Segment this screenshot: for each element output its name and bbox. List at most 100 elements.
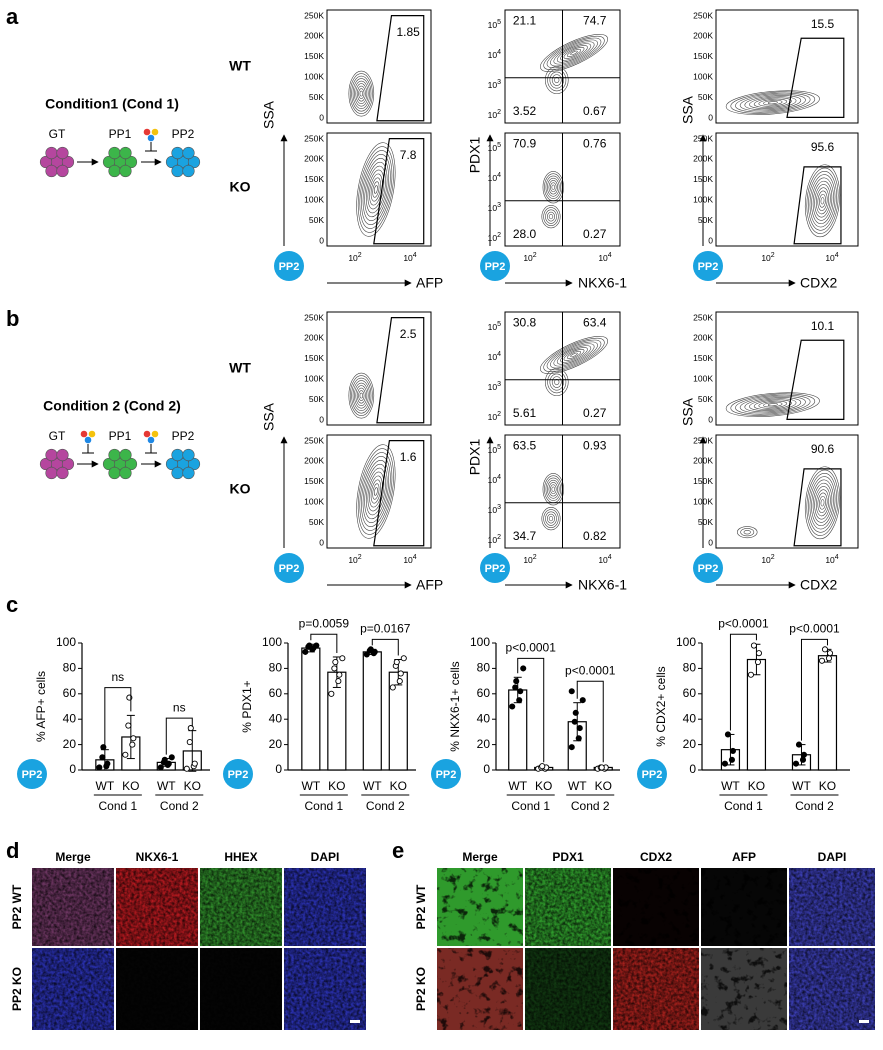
tick-base: 10: [488, 50, 498, 60]
contour: [354, 382, 369, 409]
data-point: [721, 760, 728, 767]
y-axis-label: SSA: [680, 397, 696, 426]
tick-label: 104: [598, 554, 611, 565]
factor: [147, 134, 155, 142]
tick-label: 104: [403, 554, 416, 565]
cell: [171, 146, 184, 160]
row-label: KO: [230, 481, 251, 497]
factor: [151, 430, 159, 438]
tick-label: 105: [488, 321, 501, 332]
data-point: [520, 665, 527, 672]
contour: [372, 483, 380, 500]
data-point: [168, 754, 175, 761]
contour: [545, 175, 561, 199]
data-point: [800, 751, 808, 758]
x-tick-label: KO: [748, 779, 765, 793]
group-label: Cond 2: [160, 799, 199, 813]
tick-exp: 3: [497, 504, 501, 511]
contour: [359, 392, 364, 399]
contour: [556, 345, 592, 365]
cell: [39, 155, 53, 169]
contour: [352, 78, 370, 109]
tick-base: 10: [488, 20, 498, 30]
y-axis-label: PDX1: [467, 439, 483, 476]
tick-label: 104: [488, 351, 501, 362]
sig-bracket: [371, 638, 399, 656]
data-point: [397, 670, 404, 677]
gate-value: 0.93: [583, 438, 607, 452]
contour: [357, 146, 394, 233]
tick-exp: 5: [497, 142, 501, 149]
plot-frame: [715, 9, 859, 124]
cell: [56, 466, 69, 480]
contour: [359, 150, 393, 229]
stage-label: PP1: [109, 127, 132, 141]
y-tick-label: 40: [683, 711, 697, 725]
x-tick-label: WT: [363, 779, 382, 793]
tick-label: 0: [319, 537, 324, 547]
contour: [753, 97, 792, 108]
badge-label: PP2: [228, 769, 249, 781]
micrograph-texture: [32, 948, 114, 1030]
gate-value: 21.1: [513, 13, 537, 27]
micrograph-texture: [525, 868, 611, 946]
tick-label: 250K: [693, 133, 713, 143]
x-tick-label: KO: [184, 779, 201, 793]
contour: [749, 398, 797, 411]
tick-label: 150K: [304, 174, 324, 184]
column-header: DAPI: [311, 850, 340, 864]
contour: [814, 486, 831, 520]
data-point: [792, 760, 800, 767]
tick-label: 103: [488, 202, 501, 213]
tick-label: 50K: [309, 215, 324, 225]
contour: [357, 448, 394, 535]
tick-base: 10: [523, 555, 533, 565]
contour: [804, 466, 841, 540]
cell: [108, 448, 121, 462]
y-tick-label: 20: [683, 737, 697, 751]
contour: [815, 187, 830, 215]
stage-label: PP2: [172, 127, 195, 141]
contour: [806, 469, 839, 536]
tick-label: 0: [319, 112, 324, 122]
y-axis-label: % NKX6-1+ cells: [448, 661, 462, 751]
factor: [80, 430, 88, 438]
contour: [543, 509, 559, 528]
contour: [763, 401, 783, 408]
contour: [820, 197, 825, 205]
contour: [356, 444, 396, 539]
data-point: [339, 655, 346, 662]
tick-label: 200K: [304, 154, 324, 164]
gate-value: 30.8: [513, 315, 537, 329]
cell: [108, 466, 121, 480]
sig-label: ns: [111, 670, 124, 684]
cell: [108, 146, 121, 160]
y-axis-label: SSA: [680, 95, 696, 124]
tick-base: 10: [403, 555, 413, 565]
stage-badge: [274, 553, 304, 583]
tick-base: 10: [488, 505, 498, 515]
contour: [763, 99, 783, 106]
contour: [354, 80, 369, 107]
tick-label: 250K: [693, 435, 713, 445]
contour: [547, 177, 560, 197]
contour: [352, 380, 370, 411]
tick-label: 0: [708, 414, 713, 424]
tick-exp: 2: [358, 252, 362, 259]
contour: [814, 184, 831, 218]
group-label: Cond 1: [511, 799, 550, 813]
y-tick-label: 100: [470, 635, 490, 649]
data-point: [191, 760, 198, 767]
data-point: [598, 764, 605, 771]
tick-label: 103: [488, 504, 501, 515]
contour: [735, 394, 811, 415]
micrograph-texture: [789, 948, 875, 1030]
contour: [566, 350, 582, 359]
tick-base: 10: [403, 253, 413, 263]
micrograph-texture: [200, 948, 282, 1030]
stage-label: PP2: [172, 429, 195, 443]
data-point: [336, 671, 343, 678]
sig-label: p=0.0059: [299, 616, 350, 630]
tick-label: 105: [488, 142, 501, 153]
data-point: [724, 731, 731, 738]
